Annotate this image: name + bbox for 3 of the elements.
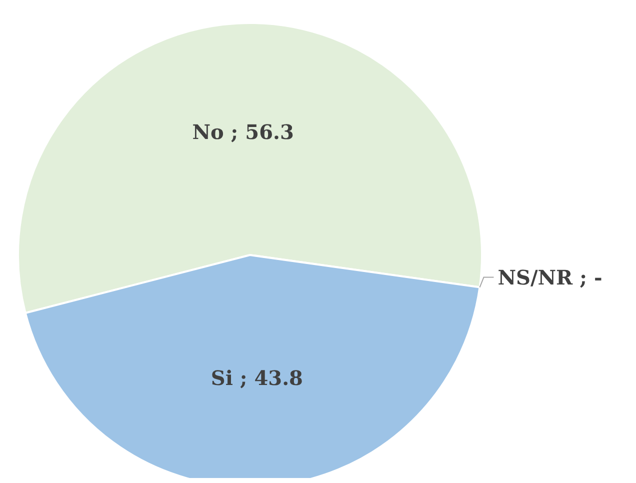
- legend-label: NS/NR ; -: [498, 265, 602, 290]
- slice-label: Si ; 43.8: [210, 366, 303, 390]
- slice-label: No ; 56.3: [192, 120, 294, 144]
